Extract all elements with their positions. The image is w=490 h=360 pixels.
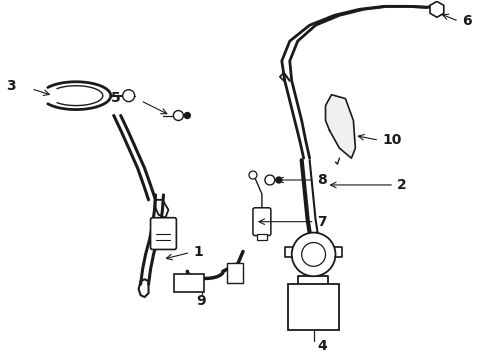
Circle shape	[302, 243, 325, 266]
Text: 10: 10	[382, 133, 402, 147]
Text: 9: 9	[196, 294, 206, 308]
Circle shape	[265, 175, 275, 185]
FancyBboxPatch shape	[253, 208, 271, 235]
Text: 5: 5	[111, 91, 121, 105]
Circle shape	[122, 90, 135, 102]
Bar	[288, 284, 340, 330]
Circle shape	[184, 113, 190, 118]
Text: 7: 7	[318, 215, 327, 229]
Bar	[257, 234, 267, 239]
Text: 3: 3	[6, 79, 16, 93]
FancyBboxPatch shape	[227, 264, 243, 283]
Circle shape	[173, 111, 183, 121]
Text: 6: 6	[462, 14, 471, 28]
FancyBboxPatch shape	[150, 218, 176, 249]
Circle shape	[249, 171, 257, 179]
Text: 4: 4	[318, 339, 327, 353]
Polygon shape	[325, 95, 355, 158]
Text: 8: 8	[318, 173, 327, 187]
Circle shape	[276, 177, 282, 183]
FancyBboxPatch shape	[174, 274, 204, 292]
Circle shape	[292, 233, 336, 276]
Text: 2: 2	[397, 178, 407, 192]
Text: 1: 1	[193, 246, 203, 260]
